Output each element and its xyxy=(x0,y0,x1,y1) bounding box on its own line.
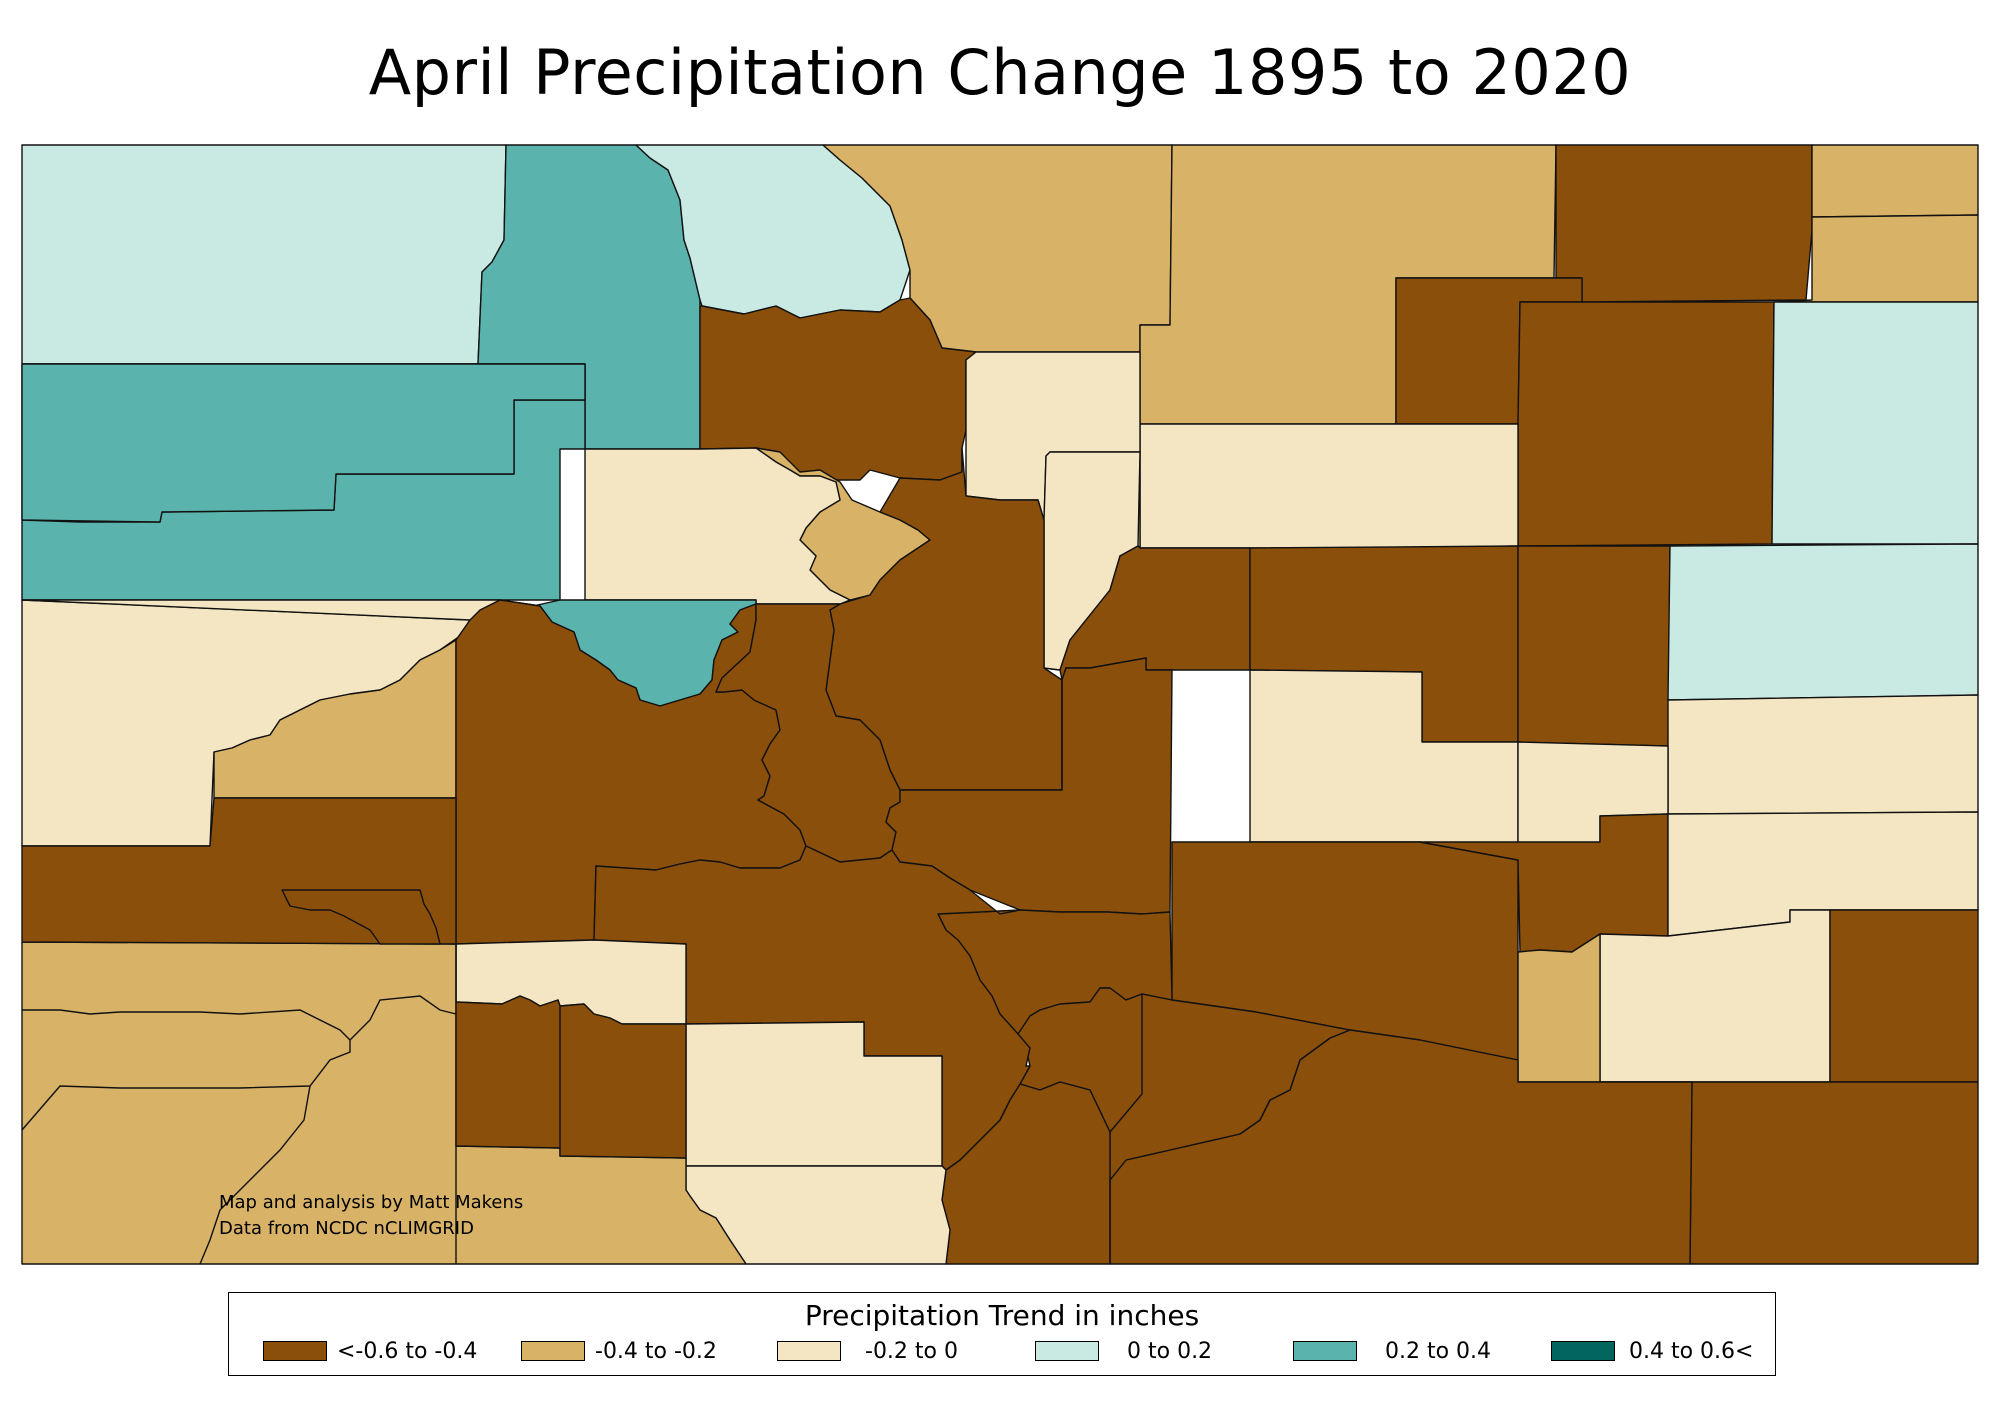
county-region xyxy=(455,943,687,1159)
legend-label: <-0.6 to -0.4 xyxy=(337,1338,478,1364)
legend-label: 0 to 0.2 xyxy=(1127,1338,1213,1364)
legend-item: <-0.6 to -0.4 xyxy=(263,1337,477,1365)
county-region xyxy=(1555,144,1813,303)
county-region xyxy=(1599,909,1831,1083)
credit-text: Map and analysis by Matt Makens Data fro… xyxy=(219,1190,523,1242)
county-region xyxy=(21,144,507,365)
county-region xyxy=(1517,933,1601,1083)
county-region xyxy=(1139,423,1519,549)
legend-swatch xyxy=(1551,1341,1615,1361)
county-region xyxy=(281,889,441,945)
legend-item: -0.4 to -0.2 xyxy=(521,1337,717,1365)
legend-swatch xyxy=(1035,1341,1099,1361)
legend-swatch xyxy=(263,1341,327,1361)
county-region xyxy=(1667,694,1979,815)
county-region xyxy=(1829,909,1979,1083)
legend-item: 0.2 to 0.4 xyxy=(1293,1337,1491,1365)
credit-line-source: Data from NCDC nCLIMGRID xyxy=(219,1218,474,1239)
legend-swatch xyxy=(1293,1341,1357,1361)
legend-item: 0.4 to 0.6< xyxy=(1551,1337,1753,1365)
legend-label: -0.2 to 0 xyxy=(865,1338,958,1364)
legend-label: 0.2 to 0.4 xyxy=(1385,1338,1492,1364)
county-region xyxy=(1771,301,1979,545)
legend-swatch xyxy=(777,1341,841,1361)
legend-item: 0 to 0.2 xyxy=(1035,1337,1212,1365)
county-region xyxy=(1517,301,1775,547)
legend-item: -0.2 to 0 xyxy=(777,1337,958,1365)
county-region xyxy=(1517,545,1671,747)
map-legend: Precipitation Trend in inches <-0.6 to -… xyxy=(228,1292,1776,1376)
credit-line-author: Map and analysis by Matt Makens xyxy=(219,1192,524,1213)
county-region xyxy=(1811,144,1979,218)
legend-label: 0.4 to 0.6< xyxy=(1629,1338,1754,1364)
map-title: April Precipitation Change 1895 to 2020 xyxy=(368,36,1632,109)
legend-swatch xyxy=(521,1341,585,1361)
legend-label: -0.4 to -0.2 xyxy=(595,1338,717,1364)
county-region xyxy=(1667,543,1979,701)
county-region xyxy=(21,363,586,523)
legend-title: Precipitation Trend in inches xyxy=(804,1299,1200,1332)
